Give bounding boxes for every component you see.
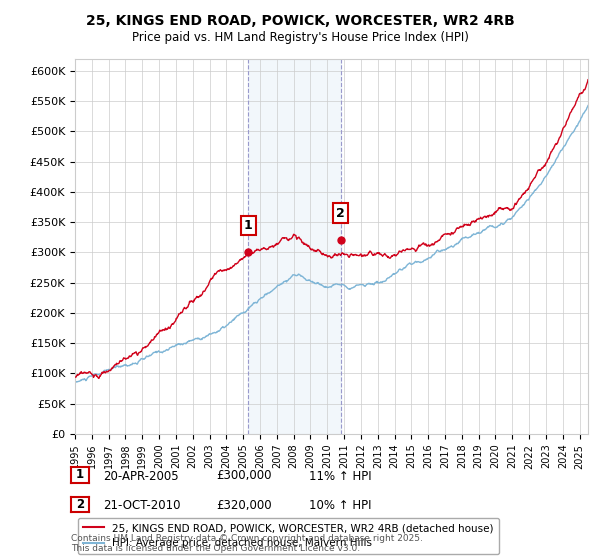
Text: 25, KINGS END ROAD, POWICK, WORCESTER, WR2 4RB: 25, KINGS END ROAD, POWICK, WORCESTER, W… — [86, 14, 514, 28]
Text: 2: 2 — [76, 498, 84, 511]
Bar — [248, 59, 341, 434]
Text: Price paid vs. HM Land Registry's House Price Index (HPI): Price paid vs. HM Land Registry's House … — [131, 31, 469, 44]
Legend: 25, KINGS END ROAD, POWICK, WORCESTER, WR2 4RB (detached house), HPI: Average pr: 25, KINGS END ROAD, POWICK, WORCESTER, W… — [77, 518, 499, 554]
Text: £300,000: £300,000 — [216, 469, 271, 483]
Text: 2: 2 — [337, 207, 345, 220]
Text: 20-APR-2005: 20-APR-2005 — [103, 469, 179, 483]
Text: 1: 1 — [244, 219, 253, 232]
Text: Contains HM Land Registry data © Crown copyright and database right 2025.
This d: Contains HM Land Registry data © Crown c… — [71, 534, 422, 553]
Text: £320,000: £320,000 — [216, 499, 272, 512]
Text: 10% ↑ HPI: 10% ↑ HPI — [309, 499, 371, 512]
Text: 1: 1 — [76, 468, 84, 482]
Text: 11% ↑ HPI: 11% ↑ HPI — [309, 469, 371, 483]
Text: 21-OCT-2010: 21-OCT-2010 — [103, 499, 181, 512]
